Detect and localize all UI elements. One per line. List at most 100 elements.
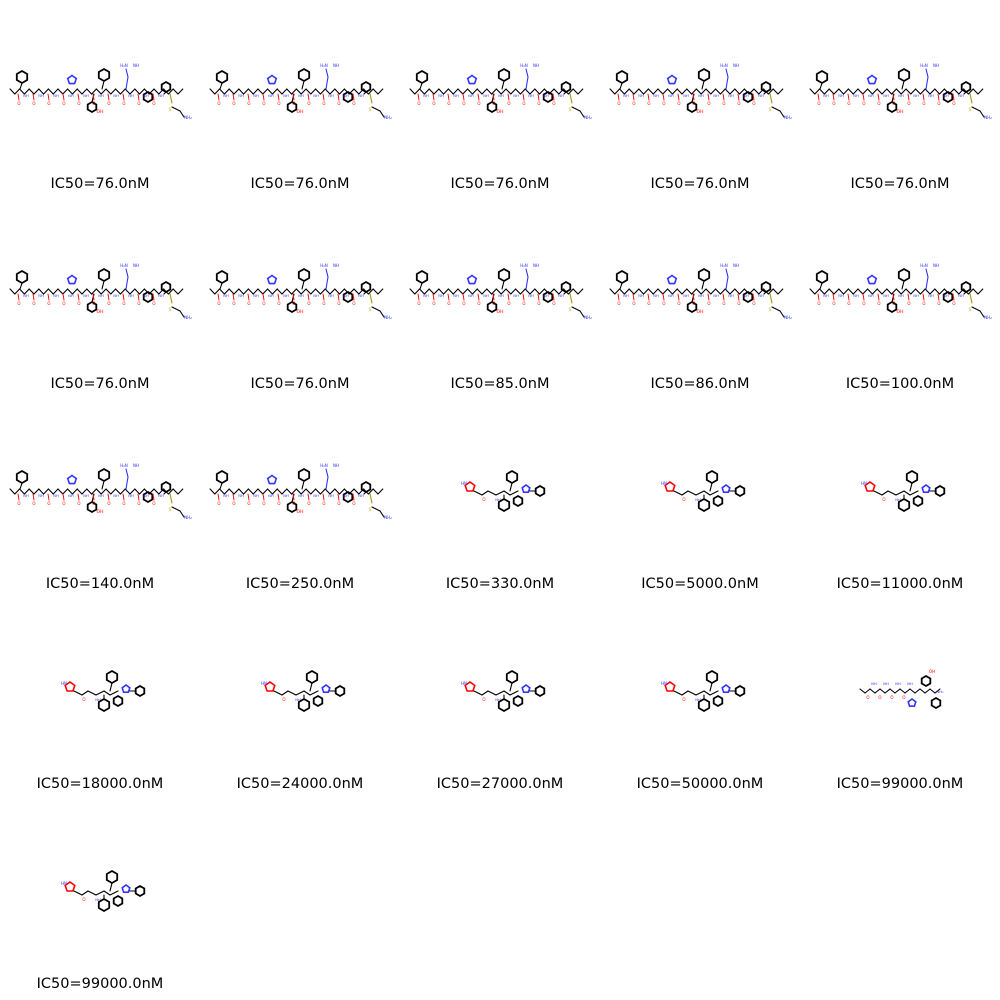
ic50-caption: IC50=27000.0nM bbox=[436, 776, 564, 792]
atom-label: O bbox=[92, 301, 95, 306]
ic50-caption: IC50=99000.0nM bbox=[836, 776, 964, 792]
atom-label: O bbox=[722, 101, 725, 106]
structure-drawing: HN O NH bbox=[261, 669, 346, 713]
atom-label: S bbox=[769, 107, 772, 113]
atom-label: O bbox=[447, 301, 450, 306]
molecule-cell: O NH O NH O NH O NH O NH O NH O NH O NH O NH O NH OH H₂N NH S NH… bbox=[0, 400, 200, 600]
atom-label: NH bbox=[513, 294, 519, 298]
atom-label: O bbox=[507, 101, 510, 106]
atom-label: O bbox=[32, 501, 35, 506]
atom-label: NH bbox=[158, 94, 164, 98]
ic50-caption: IC50=250.0nM bbox=[245, 576, 355, 592]
atom-label: O bbox=[617, 301, 620, 306]
atom-label: OH bbox=[97, 509, 104, 515]
atom-label: O bbox=[677, 301, 680, 306]
atom-label: S bbox=[569, 107, 572, 113]
atom-label: O bbox=[877, 101, 880, 106]
atom-label: O bbox=[17, 101, 20, 106]
atom-label: S bbox=[969, 107, 972, 113]
ic50-caption: IC50=76.0nM bbox=[450, 176, 550, 192]
atom-label: NH bbox=[653, 94, 659, 98]
atom-label: O bbox=[307, 501, 310, 506]
atom-label: NH bbox=[253, 494, 259, 498]
atom-label: O bbox=[862, 101, 865, 106]
atom-label: NH bbox=[53, 294, 59, 298]
molecule-cell: HN O NH IC50=18000.0nM bbox=[0, 600, 200, 800]
atom-label: O bbox=[32, 301, 35, 306]
atom-label: HN bbox=[661, 481, 667, 486]
atom-label: O bbox=[277, 301, 280, 306]
atom-label: NH bbox=[883, 94, 889, 98]
atom-label: NH bbox=[313, 94, 319, 98]
atom-label: NH bbox=[713, 294, 719, 298]
atom-label: NH bbox=[853, 94, 859, 98]
atom-label: NH bbox=[223, 294, 229, 298]
atom-label: NH bbox=[98, 494, 104, 498]
atom-label: NH bbox=[733, 63, 739, 68]
atom-label: NH bbox=[558, 294, 564, 298]
atom-label: O bbox=[647, 101, 650, 106]
atom-label: O bbox=[878, 695, 881, 700]
atom-label: O bbox=[522, 301, 525, 306]
atom-label: O bbox=[337, 501, 340, 506]
atom-label: OH bbox=[97, 109, 104, 115]
atom-label: HN bbox=[461, 681, 467, 686]
atom-label: O bbox=[262, 101, 265, 106]
atom-label: NH bbox=[513, 94, 519, 98]
atom-label: NH bbox=[113, 94, 119, 98]
atom-label: O bbox=[47, 501, 50, 506]
atom-label: NH bbox=[295, 698, 301, 702]
atom-label: O bbox=[482, 697, 485, 702]
atom-label: H₂N bbox=[520, 263, 528, 268]
atom-label: O bbox=[617, 101, 620, 106]
molecule-cell: O NH O NH O NH O NH O NH O NH O NH O NH O NH O NH OH H₂N NH S NH… bbox=[200, 0, 400, 200]
molecule-cell: OH NH₂ O NH O NH O NH O NH IC50=99000.0nM bbox=[800, 600, 1000, 800]
atom-label: NH bbox=[333, 263, 339, 268]
atom-label: OH bbox=[97, 309, 104, 315]
atom-label: S bbox=[169, 107, 172, 113]
atom-label: NH bbox=[823, 294, 829, 298]
atom-label: H₂N bbox=[320, 463, 328, 468]
atom-label: S bbox=[169, 507, 172, 513]
atom-label: NH₂ bbox=[184, 515, 192, 520]
atom-label: O bbox=[307, 101, 310, 106]
atom-label: NH bbox=[133, 63, 139, 68]
atom-label: O bbox=[322, 501, 325, 506]
atom-label: O bbox=[122, 101, 125, 106]
atom-label: O bbox=[707, 101, 710, 106]
molecule-cell: O NH O NH O NH O NH O NH O NH O NH O NH O NH O NH OH H₂N NH S NH… bbox=[400, 200, 600, 400]
atom-label: H₂N bbox=[320, 63, 328, 68]
ic50-caption: IC50=140.0nM bbox=[45, 576, 155, 592]
molecule-cell: O NH O NH O NH O NH O NH O NH O NH O NH O NH O NH OH H₂N NH S NH… bbox=[200, 400, 400, 600]
molecule-cell: O NH O NH O NH O NH O NH O NH O NH O NH O NH O NH OH H₂N NH S NH… bbox=[600, 200, 800, 400]
atom-label: O bbox=[62, 301, 65, 306]
atom-label: NH bbox=[895, 682, 901, 686]
atom-label: S bbox=[169, 307, 172, 313]
atom-label: NH bbox=[83, 94, 89, 98]
atom-label: O bbox=[522, 101, 525, 106]
atom-label: NH bbox=[543, 94, 549, 98]
molecule-cell: O NH O NH O NH O NH O NH O NH O NH O NH O NH O NH OH H₂N NH S NH… bbox=[200, 200, 400, 400]
atom-label: NH bbox=[823, 94, 829, 98]
atom-label: O bbox=[92, 501, 95, 506]
atom-label: O bbox=[482, 497, 485, 502]
atom-label: NH bbox=[143, 94, 149, 98]
atom-label: NH bbox=[668, 294, 674, 298]
atom-label: H₂N bbox=[920, 263, 928, 268]
atom-label: NH bbox=[668, 94, 674, 98]
atom-label: NH bbox=[695, 698, 701, 702]
atom-label: O bbox=[647, 301, 650, 306]
atom-label: OH bbox=[297, 509, 304, 515]
atom-label: O bbox=[232, 101, 235, 106]
molecule-cell: O NH O NH O NH O NH O NH O NH O NH O NH O NH O NH OH H₂N NH S NH… bbox=[800, 0, 1000, 200]
atom-label: NH bbox=[638, 294, 644, 298]
atom-label: S bbox=[369, 307, 372, 313]
atom-label: O bbox=[417, 101, 420, 106]
